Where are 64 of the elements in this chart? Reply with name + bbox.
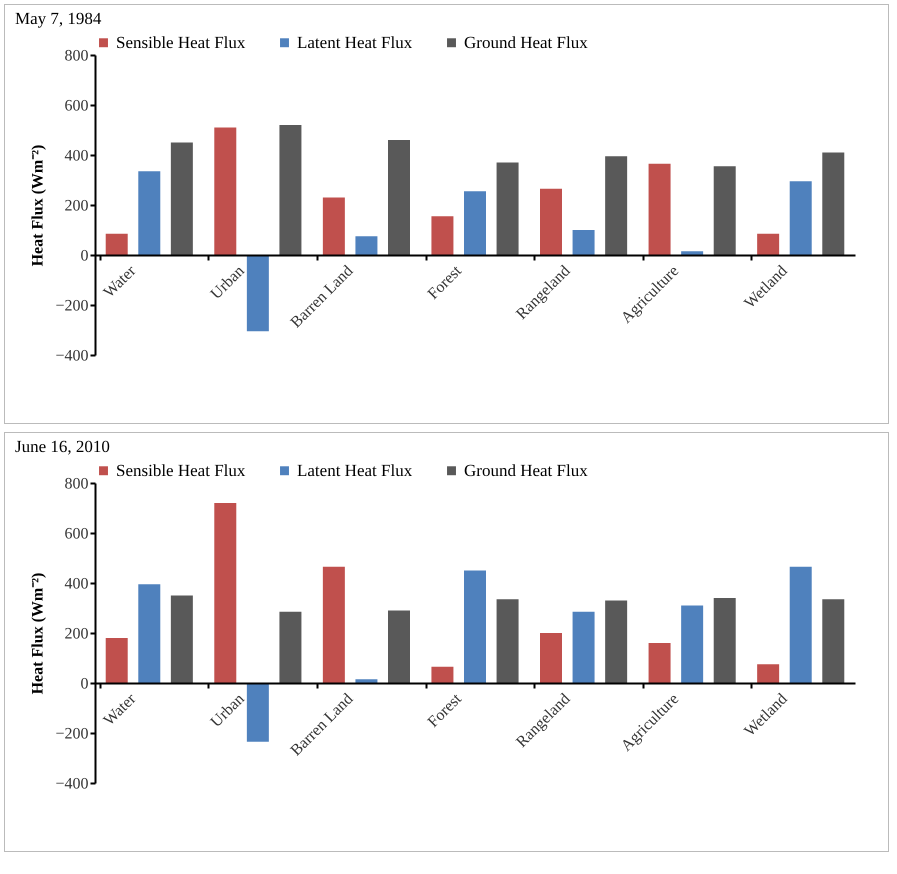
bar — [648, 643, 671, 683]
bar — [572, 612, 595, 683]
y-tick-label: 400 — [64, 148, 88, 164]
bar — [790, 181, 812, 255]
bar — [681, 606, 704, 683]
y-tick-label: 0 — [80, 676, 88, 692]
bar — [790, 566, 812, 683]
y-tick-label: 200 — [64, 626, 88, 642]
bar — [246, 683, 269, 742]
bar — [106, 638, 128, 683]
legend-label: Ground Heat Flux — [464, 32, 588, 52]
bar — [388, 140, 410, 255]
bar — [106, 234, 128, 255]
y-tick-label: 400 — [64, 576, 88, 592]
bar — [757, 234, 780, 255]
bar — [605, 156, 628, 255]
bar — [355, 236, 378, 255]
bar — [757, 664, 780, 683]
bar — [322, 198, 345, 255]
legend-label: Latent Heat Flux — [297, 460, 413, 480]
bar — [540, 188, 562, 255]
y-tick-label: −200 — [55, 726, 88, 742]
legend-label: Ground Heat Flux — [464, 460, 588, 480]
y-tick-label: 0 — [80, 248, 88, 264]
y-axis-title: Heat Flux (Wm⁻²) — [29, 572, 46, 694]
y-tick-label: 600 — [64, 526, 88, 542]
y-tick-label: −400 — [55, 348, 88, 364]
bar — [170, 142, 193, 255]
legend-label: Sensible Heat Flux — [116, 32, 246, 52]
bar — [246, 255, 269, 332]
bar — [714, 166, 736, 255]
y-tick-label: 800 — [64, 476, 88, 492]
bar — [572, 230, 595, 255]
bar — [605, 600, 628, 683]
bar — [714, 598, 736, 683]
bar — [138, 171, 160, 255]
y-axis-title: Heat Flux (Wm⁻²) — [29, 144, 46, 266]
y-tick-label: 800 — [64, 48, 88, 64]
legend-label: Sensible Heat Flux — [116, 460, 246, 480]
bar — [496, 162, 519, 255]
y-tick-label: −400 — [55, 776, 88, 792]
bar — [464, 191, 486, 255]
bar — [822, 599, 844, 683]
chart-title: May 7, 1984 — [15, 9, 102, 28]
y-tick-label: 200 — [64, 198, 88, 214]
bar — [822, 152, 844, 255]
bar — [214, 503, 236, 683]
bar — [540, 633, 562, 683]
bar — [464, 570, 486, 683]
bar — [322, 566, 345, 683]
bar — [279, 612, 302, 683]
bar — [648, 164, 671, 255]
bar — [170, 596, 193, 683]
bar — [431, 666, 454, 683]
bar — [279, 125, 302, 255]
bar — [431, 216, 454, 255]
legend-label: Latent Heat Flux — [297, 32, 413, 52]
chart-title: June 16, 2010 — [15, 437, 110, 456]
y-tick-label: −200 — [55, 298, 88, 314]
y-tick-label: 600 — [64, 98, 88, 114]
bar — [138, 584, 160, 683]
bar — [214, 128, 236, 255]
bar — [496, 599, 519, 683]
bar — [388, 610, 410, 683]
